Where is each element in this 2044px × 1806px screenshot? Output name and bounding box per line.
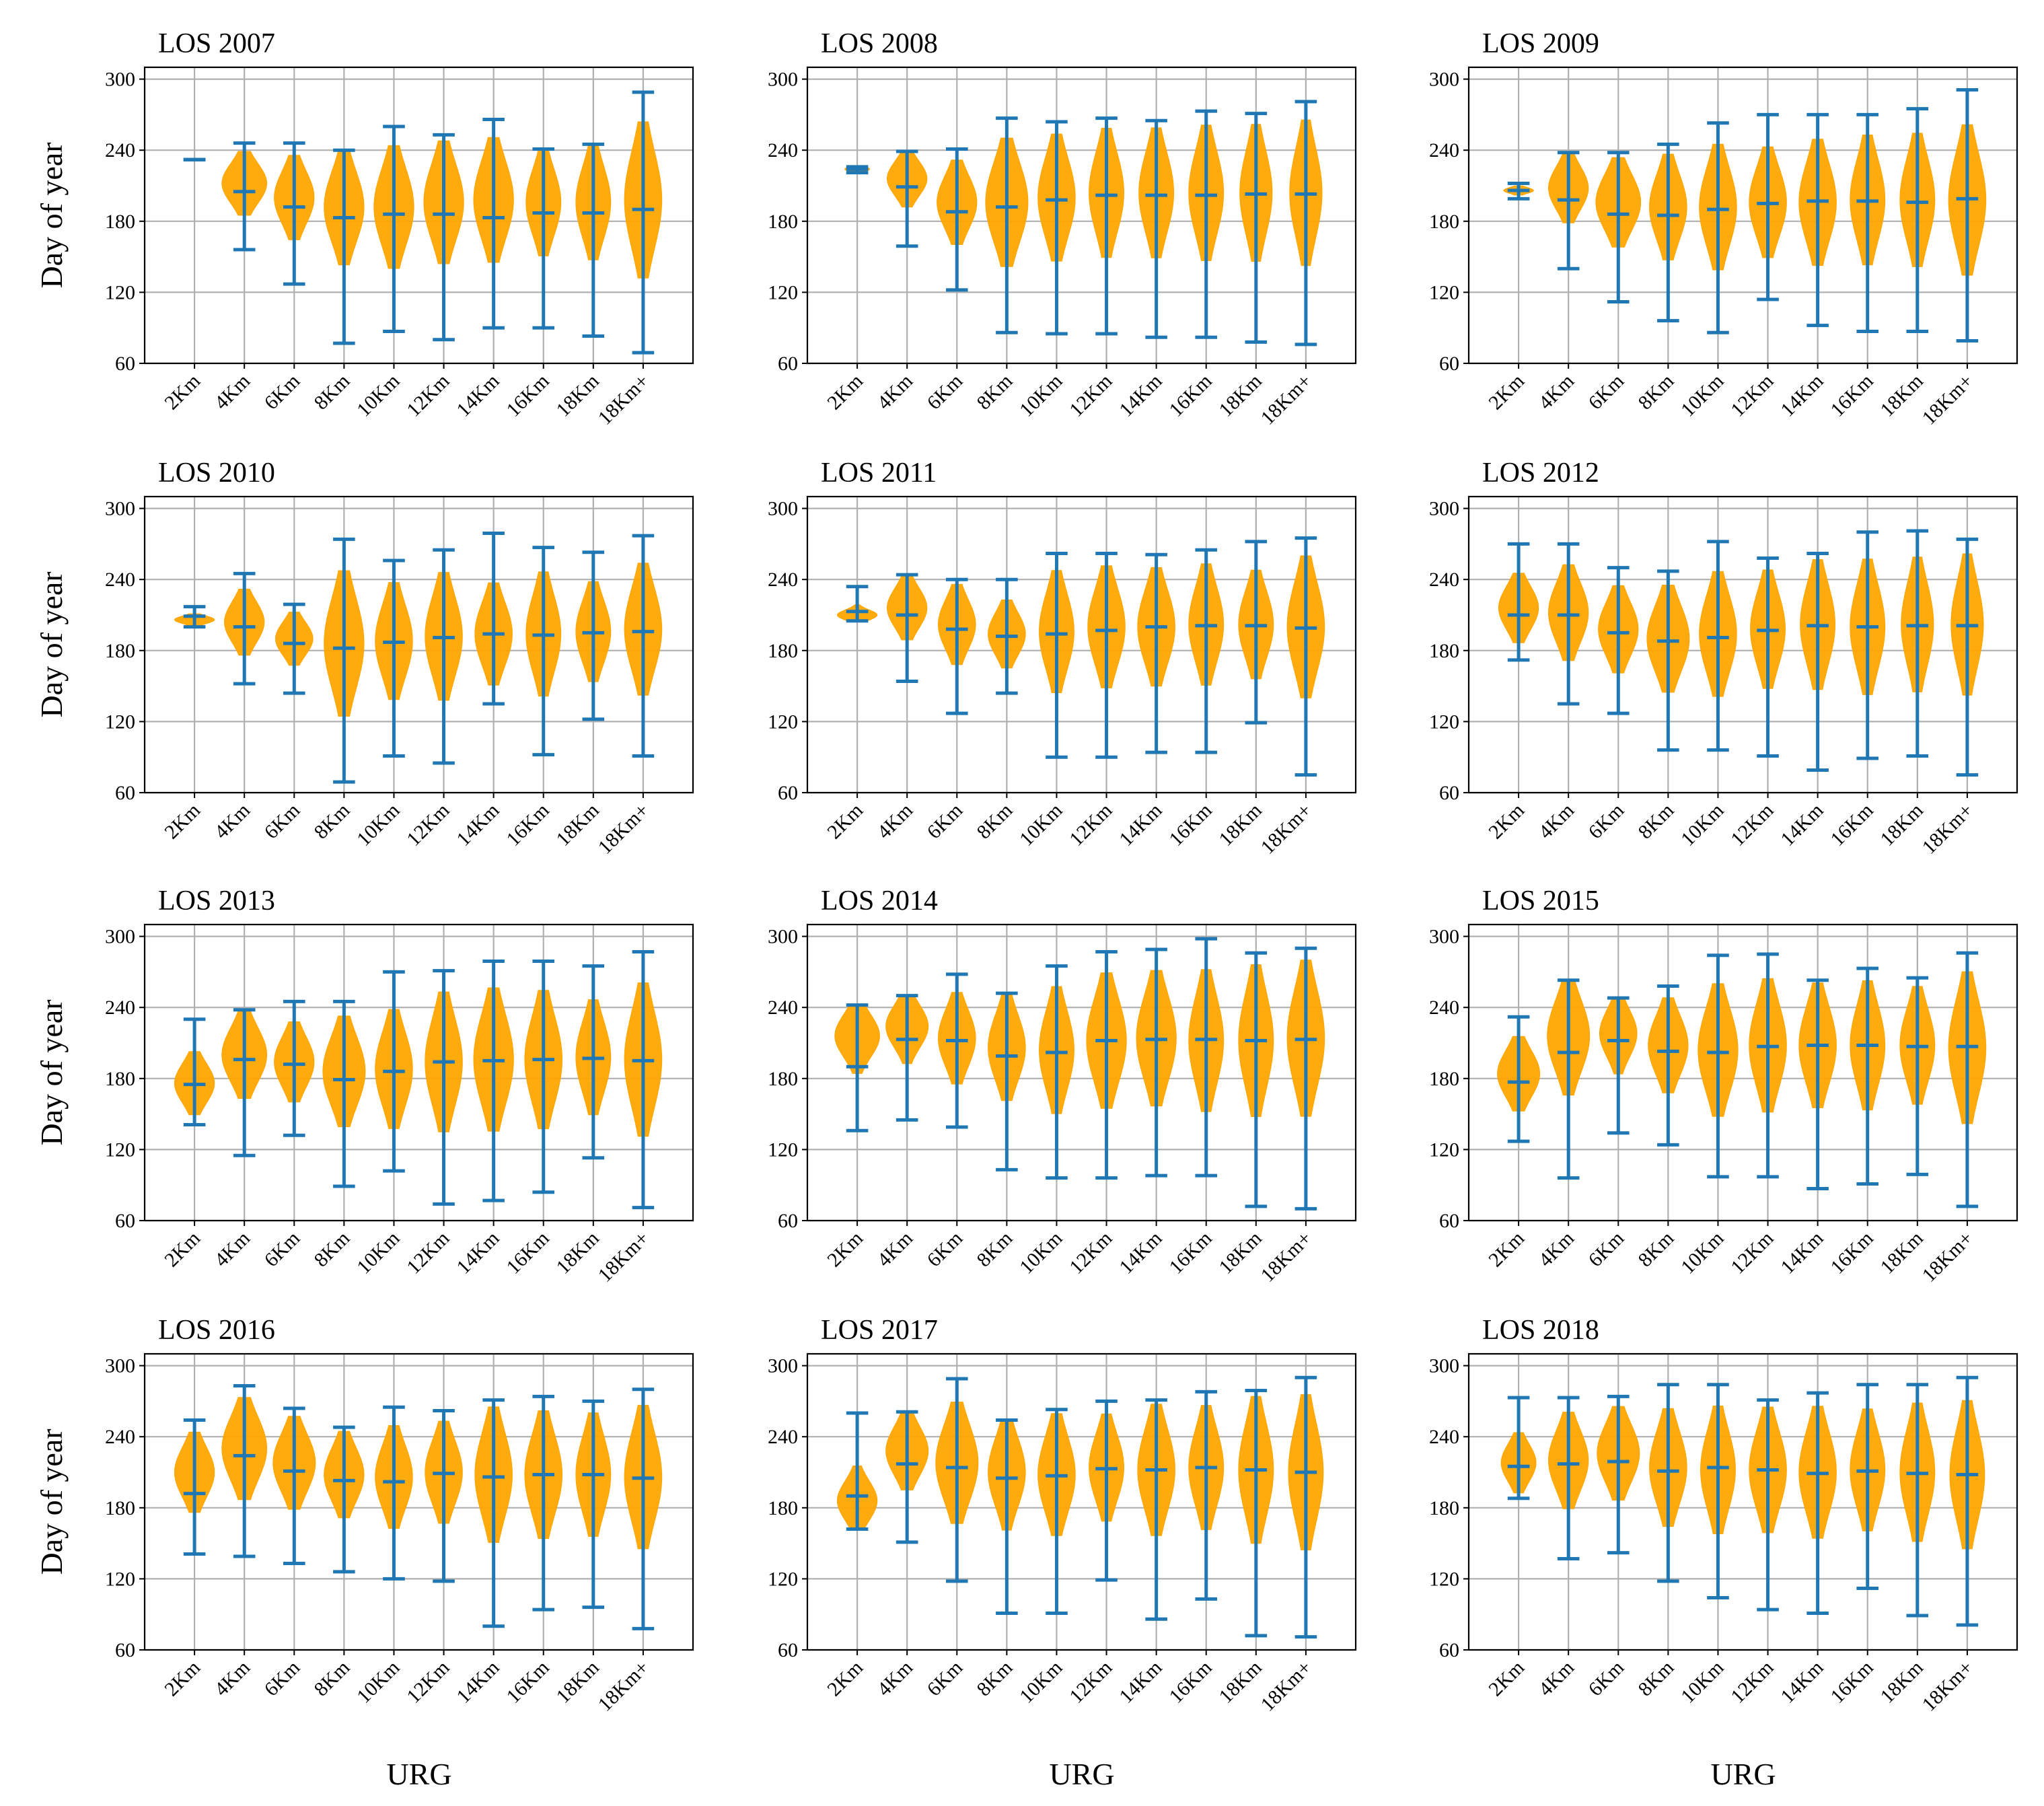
y-tick-label: 300	[1429, 1355, 1459, 1377]
y-tick-label: 60	[778, 782, 798, 804]
plot-frame	[1467, 66, 2018, 365]
y-tick-label: 300	[1429, 926, 1459, 948]
y-tick-label: 120	[105, 1139, 135, 1161]
panel-title: LOS 2016	[158, 1315, 275, 1346]
y-tick-label: 300	[105, 926, 135, 948]
panel-title: LOS 2008	[821, 28, 938, 59]
panel-title: LOS 2012	[1482, 458, 1599, 489]
y-tick-label: 300	[105, 1355, 135, 1377]
y-tick-label: 60	[115, 1210, 135, 1232]
panel-title: LOS 2015	[1482, 886, 1599, 916]
y-tick-label: 120	[105, 711, 135, 733]
y-tick-label: 120	[1429, 1568, 1459, 1590]
y-tick-label: 180	[1429, 1497, 1459, 1519]
y-tick-label: 60	[115, 1639, 135, 1661]
y-tick-label: 300	[768, 1355, 798, 1377]
y-axis-title: Day of year	[34, 142, 69, 288]
y-tick-label: 240	[768, 997, 798, 1019]
y-tick-label: 120	[1429, 1139, 1459, 1161]
y-tick-label: 240	[105, 569, 135, 591]
plot-frame	[1467, 495, 2018, 794]
y-tick-label: 180	[768, 1497, 798, 1519]
panel-title: LOS 2009	[1482, 28, 1599, 59]
y-tick-label: 120	[105, 281, 135, 303]
plot-frame	[143, 923, 694, 1222]
y-tick-label: 60	[1439, 1639, 1459, 1661]
y-tick-label: 180	[105, 1068, 135, 1090]
y-tick-label: 240	[768, 569, 798, 591]
y-tick-label: 300	[105, 498, 135, 520]
plot-frame	[806, 923, 1357, 1222]
panel-title: LOS 2018	[1482, 1315, 1599, 1346]
y-tick-label: 180	[105, 1497, 135, 1519]
y-tick-label: 60	[778, 1210, 798, 1232]
y-tick-label: 240	[768, 1426, 798, 1448]
y-tick-label: 180	[105, 640, 135, 662]
plot-frame	[143, 495, 694, 794]
y-tick-label: 60	[1439, 1210, 1459, 1232]
y-tick-label: 300	[1429, 498, 1459, 520]
plot-frame	[1467, 923, 2018, 1222]
y-tick-label: 180	[1429, 640, 1459, 662]
panel-title: LOS 2017	[821, 1315, 938, 1346]
y-axis-title: Day of year	[34, 999, 69, 1145]
plot-frame	[806, 495, 1357, 794]
y-tick-label: 180	[768, 211, 798, 233]
plot-frame	[806, 1352, 1357, 1651]
y-tick-label: 60	[115, 353, 135, 375]
y-tick-label: 240	[105, 139, 135, 161]
y-tick-label: 240	[1429, 997, 1459, 1019]
panel-title: LOS 2014	[821, 886, 938, 916]
x-axis-title-col-2: URG	[1049, 1757, 1114, 1791]
y-tick-label: 300	[768, 498, 798, 520]
y-tick-label: 120	[768, 711, 798, 733]
y-tick-label: 240	[105, 997, 135, 1019]
y-tick-label: 240	[1429, 569, 1459, 591]
y-tick-label: 120	[1429, 281, 1459, 303]
y-tick-label: 180	[105, 211, 135, 233]
y-tick-label: 60	[1439, 353, 1459, 375]
panel-title: LOS 2010	[158, 458, 275, 489]
y-axis-title: Day of year	[34, 1429, 69, 1575]
y-tick-label: 240	[768, 139, 798, 161]
y-tick-label: 60	[778, 353, 798, 375]
plot-frame	[143, 66, 694, 365]
y-tick-label: 180	[1429, 211, 1459, 233]
y-tick-label: 60	[115, 782, 135, 804]
y-tick-label: 240	[1429, 139, 1459, 161]
x-axis-title-col-1: URG	[386, 1757, 451, 1791]
y-tick-label: 180	[768, 1068, 798, 1090]
plot-frame	[1467, 1352, 2018, 1651]
panel-title: LOS 2011	[821, 458, 937, 489]
y-tick-label: 180	[768, 640, 798, 662]
y-tick-label: 300	[768, 69, 798, 91]
y-tick-label: 240	[1429, 1426, 1459, 1448]
y-tick-label: 240	[105, 1426, 135, 1448]
y-tick-label: 120	[768, 281, 798, 303]
y-tick-label: 300	[1429, 69, 1459, 91]
panel-title: LOS 2007	[158, 28, 275, 59]
y-tick-label: 120	[1429, 711, 1459, 733]
y-tick-label: 120	[105, 1568, 135, 1590]
plot-frame	[806, 66, 1357, 365]
y-tick-label: 120	[768, 1139, 798, 1161]
y-tick-label: 120	[768, 1568, 798, 1590]
y-tick-label: 180	[1429, 1068, 1459, 1090]
panel-title: LOS 2013	[158, 886, 275, 916]
x-axis-title-col-3: URG	[1710, 1757, 1776, 1791]
y-tick-label: 60	[778, 1639, 798, 1661]
y-tick-label: 300	[105, 69, 135, 91]
y-tick-label: 60	[1439, 782, 1459, 804]
y-tick-label: 300	[768, 926, 798, 948]
y-axis-title: Day of year	[34, 571, 69, 717]
plot-frame	[143, 1352, 694, 1651]
